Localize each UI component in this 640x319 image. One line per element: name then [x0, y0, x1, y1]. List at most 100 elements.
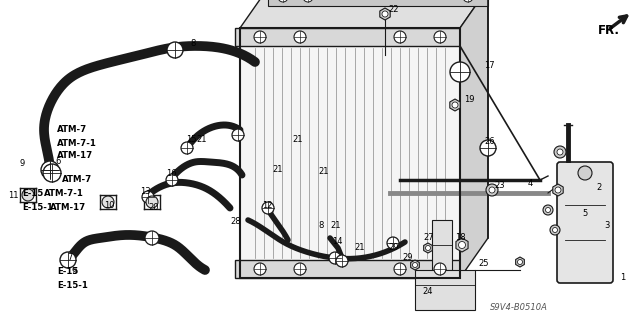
Text: 14: 14 — [332, 238, 342, 247]
Circle shape — [426, 246, 431, 250]
Circle shape — [450, 62, 470, 82]
Circle shape — [329, 252, 341, 264]
Text: 21: 21 — [330, 220, 340, 229]
Circle shape — [42, 162, 58, 178]
Circle shape — [254, 31, 266, 43]
Polygon shape — [456, 238, 468, 252]
Text: 20: 20 — [148, 204, 159, 212]
Text: E-15: E-15 — [57, 268, 78, 277]
Circle shape — [578, 166, 592, 180]
Polygon shape — [516, 257, 524, 267]
Circle shape — [60, 252, 76, 268]
Circle shape — [387, 237, 399, 249]
Text: 12: 12 — [262, 202, 273, 211]
Text: 27: 27 — [423, 233, 434, 241]
Circle shape — [394, 31, 406, 43]
Polygon shape — [380, 8, 390, 20]
Polygon shape — [235, 260, 465, 278]
Circle shape — [489, 187, 495, 193]
Circle shape — [336, 255, 348, 267]
Text: 21: 21 — [196, 136, 207, 145]
Circle shape — [262, 202, 274, 214]
Text: 23: 23 — [494, 181, 504, 189]
Circle shape — [463, 0, 473, 2]
Polygon shape — [235, 28, 465, 46]
Circle shape — [145, 231, 159, 245]
Text: 3: 3 — [604, 220, 609, 229]
Circle shape — [303, 0, 313, 2]
Circle shape — [552, 227, 557, 233]
Circle shape — [22, 189, 34, 201]
Polygon shape — [268, 0, 488, 6]
Circle shape — [181, 142, 193, 154]
Text: ATM-17: ATM-17 — [57, 152, 93, 160]
Polygon shape — [240, 28, 460, 278]
Text: 24: 24 — [422, 287, 433, 296]
Text: 19: 19 — [464, 95, 474, 105]
Text: 18: 18 — [455, 234, 466, 242]
Text: 9: 9 — [72, 266, 77, 276]
Circle shape — [394, 263, 406, 275]
Text: 29: 29 — [388, 243, 399, 253]
Text: ATM-7: ATM-7 — [62, 175, 92, 184]
FancyBboxPatch shape — [432, 220, 452, 270]
Circle shape — [557, 149, 563, 155]
Text: 21: 21 — [292, 136, 303, 145]
Text: 2: 2 — [596, 183, 601, 192]
Text: 17: 17 — [484, 62, 495, 70]
Circle shape — [434, 31, 446, 43]
Circle shape — [413, 263, 417, 268]
Text: 15: 15 — [186, 136, 196, 145]
Circle shape — [142, 191, 154, 203]
Text: E-15-1: E-15-1 — [22, 204, 53, 212]
Circle shape — [555, 187, 561, 193]
Circle shape — [543, 205, 553, 215]
Text: 29: 29 — [402, 254, 413, 263]
Text: 6: 6 — [55, 157, 60, 166]
Circle shape — [486, 184, 498, 196]
Text: 5: 5 — [582, 209, 588, 218]
Text: 21: 21 — [272, 166, 282, 174]
Circle shape — [294, 263, 306, 275]
Circle shape — [102, 196, 114, 208]
Text: ATM-7-1: ATM-7-1 — [44, 189, 84, 198]
FancyBboxPatch shape — [415, 270, 475, 310]
Circle shape — [518, 259, 522, 264]
Text: 8: 8 — [318, 220, 323, 229]
Text: 8: 8 — [190, 39, 195, 48]
Circle shape — [166, 174, 178, 186]
Circle shape — [294, 31, 306, 43]
Text: 21: 21 — [318, 167, 328, 176]
Circle shape — [480, 140, 496, 156]
Text: 10: 10 — [104, 201, 115, 210]
Polygon shape — [411, 260, 419, 270]
Text: ATM-17: ATM-17 — [50, 204, 86, 212]
Text: ATM-7-1: ATM-7-1 — [57, 138, 97, 147]
Circle shape — [146, 196, 158, 208]
Text: 21: 21 — [354, 243, 365, 253]
Text: E-15-1: E-15-1 — [57, 280, 88, 290]
Text: ATM-7: ATM-7 — [57, 125, 87, 135]
Circle shape — [382, 11, 388, 17]
Text: 4: 4 — [528, 179, 533, 188]
Text: E-15: E-15 — [22, 189, 44, 198]
Circle shape — [41, 161, 59, 179]
Polygon shape — [553, 184, 563, 196]
Circle shape — [167, 42, 183, 58]
FancyBboxPatch shape — [557, 162, 613, 283]
Text: 28: 28 — [230, 218, 241, 226]
Text: S9V4-B0510A: S9V4-B0510A — [490, 302, 548, 311]
Text: 11: 11 — [8, 191, 19, 201]
Polygon shape — [450, 99, 460, 111]
Polygon shape — [424, 243, 433, 253]
Circle shape — [458, 241, 465, 249]
Circle shape — [452, 102, 458, 108]
Text: 22: 22 — [388, 5, 399, 14]
Circle shape — [434, 263, 446, 275]
Polygon shape — [240, 0, 488, 28]
Text: 16: 16 — [166, 168, 177, 177]
Text: 9: 9 — [20, 159, 25, 167]
Circle shape — [232, 129, 244, 141]
Text: 1: 1 — [620, 273, 625, 283]
Circle shape — [545, 207, 550, 212]
